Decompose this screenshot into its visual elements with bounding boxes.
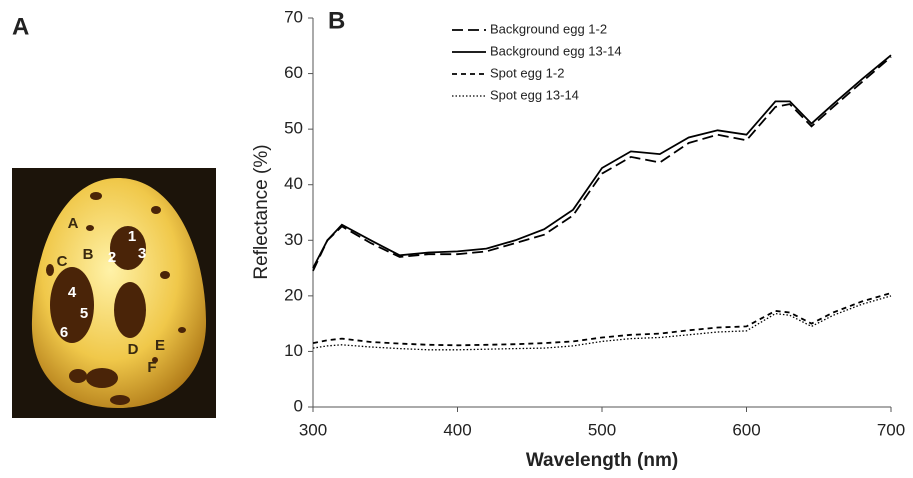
legend-label: Background egg 13-14 bbox=[490, 43, 622, 58]
x-axis-title: Wavelength (nm) bbox=[526, 450, 678, 471]
series-line bbox=[312, 56, 892, 272]
x-tick-label: 600 bbox=[732, 420, 760, 439]
y-tick-label: 20 bbox=[284, 285, 303, 304]
y-axis-title: Reflectance (%) bbox=[251, 144, 272, 279]
egg-label: D bbox=[128, 341, 139, 358]
egg-label: 2 bbox=[108, 249, 116, 266]
x-tick-label: 300 bbox=[299, 420, 327, 439]
legend-label: Spot egg 1-2 bbox=[490, 65, 564, 80]
egg-photo bbox=[12, 168, 216, 418]
egg-label: E bbox=[155, 337, 165, 354]
series-line bbox=[312, 54, 892, 269]
y-tick-label: 0 bbox=[294, 396, 303, 415]
y-tick-label: 60 bbox=[284, 63, 303, 82]
x-tick-label: 500 bbox=[588, 420, 616, 439]
egg-label: 5 bbox=[80, 305, 88, 322]
egg-label: B bbox=[83, 246, 94, 263]
y-tick-label: 70 bbox=[284, 7, 303, 26]
spots bbox=[46, 192, 186, 405]
egg-label: 3 bbox=[138, 245, 146, 262]
egg-label: 4 bbox=[68, 284, 77, 301]
series-line bbox=[312, 292, 892, 347]
egg-label: 6 bbox=[60, 324, 68, 341]
y-tick-label: 50 bbox=[284, 119, 303, 138]
panel-label: B bbox=[328, 7, 345, 34]
egg-label: C bbox=[57, 253, 68, 270]
x-tick-label: 700 bbox=[877, 420, 905, 439]
egg-label: 1 bbox=[128, 228, 136, 245]
legend-label: Background egg 1-2 bbox=[490, 21, 607, 36]
y-tick-label: 10 bbox=[284, 341, 303, 360]
egg-label: A bbox=[68, 215, 79, 232]
egg-label: F bbox=[147, 359, 156, 376]
y-tick-label: 30 bbox=[284, 230, 303, 249]
series-line bbox=[312, 295, 892, 351]
x-tick-label: 400 bbox=[443, 420, 471, 439]
y-tick-label: 40 bbox=[284, 174, 303, 193]
panel-label: A bbox=[12, 13, 29, 40]
legend-label: Spot egg 13-14 bbox=[490, 87, 579, 102]
